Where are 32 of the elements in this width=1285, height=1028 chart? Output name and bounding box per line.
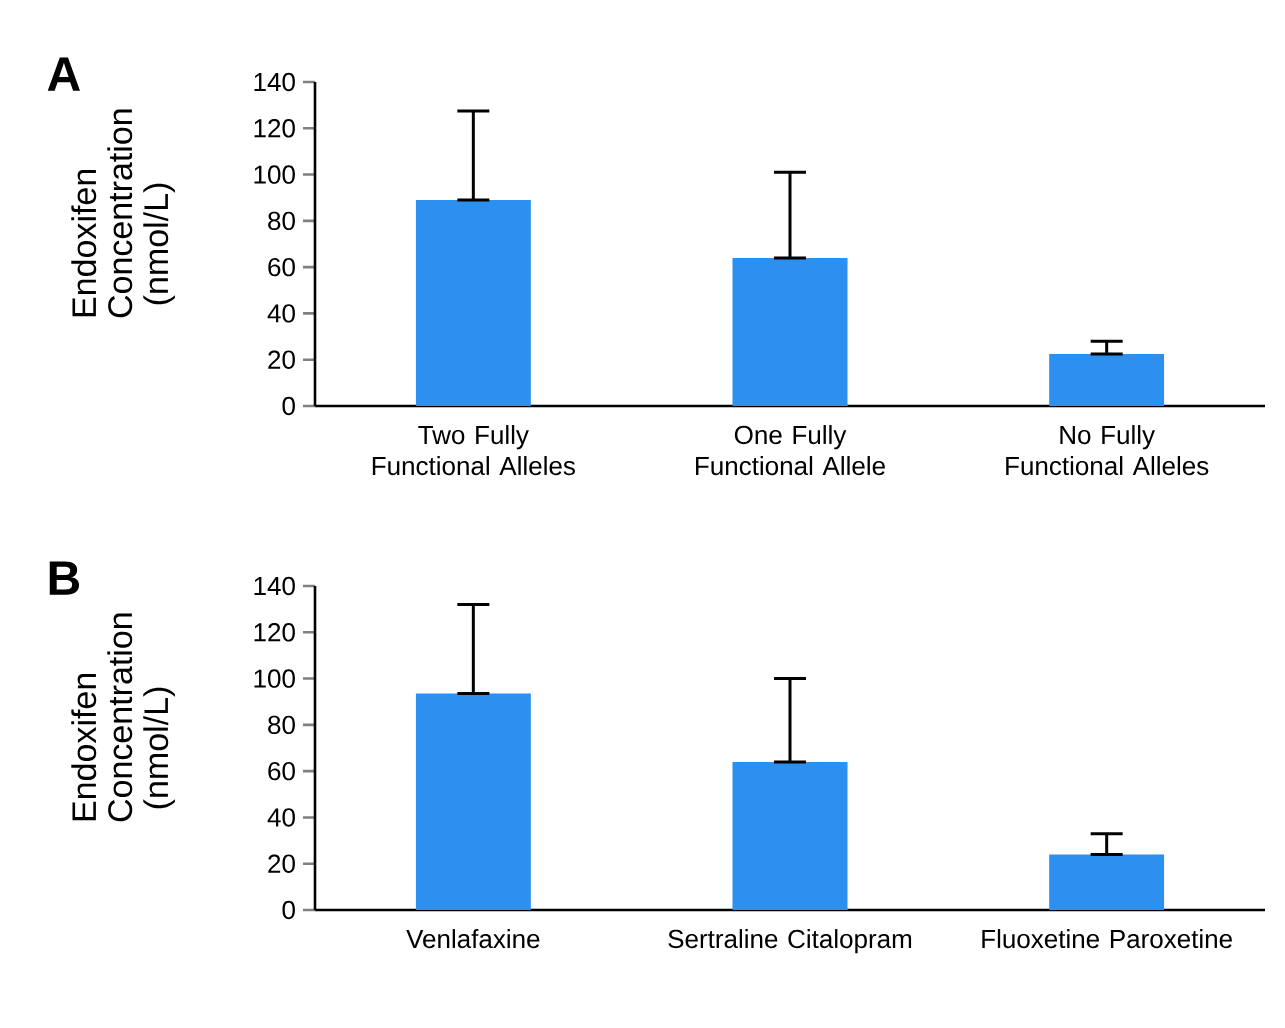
y-tick-label: 60 — [268, 257, 295, 277]
x-tick-label: Venlafaxine — [406, 929, 540, 949]
x-tick-label: One Fully Functional Allele — [696, 425, 885, 476]
x-tick-label: Sertraline Citalopram — [668, 929, 912, 954]
y-tick-label: 140 — [254, 72, 295, 92]
y-tick-label: 80 — [268, 211, 295, 231]
y-tick-label: 100 — [254, 669, 295, 688]
chart-title: B — [49, 561, 80, 595]
y-tick-label: 120 — [254, 623, 295, 642]
y-tick-label: 20 — [268, 350, 295, 369]
bar — [1049, 353, 1165, 406]
bar — [732, 761, 848, 910]
y-tick-label: 80 — [268, 715, 295, 735]
x-tick-label: No Fully Functional Alleles — [1006, 425, 1209, 476]
y-tick-label: 0 — [282, 396, 295, 416]
bar — [1049, 854, 1165, 910]
y-tick-label: 20 — [268, 854, 295, 873]
chart-title: A — [47, 57, 80, 91]
y-tick-label: 40 — [267, 304, 295, 323]
y-tick-label: 120 — [254, 119, 295, 138]
bar — [415, 693, 531, 910]
y-tick-label: 60 — [268, 761, 295, 781]
y-axis-title: Endoxifen Concentration (nmol/L) — [71, 613, 175, 822]
y-tick-label: 40 — [267, 808, 295, 827]
bar — [732, 257, 848, 406]
y-axis-title: Endoxifen Concentration (nmol/L) — [71, 109, 175, 318]
x-tick-label: Fluoxetine Paroxetine — [982, 929, 1232, 949]
y-tick-label: 0 — [282, 900, 295, 920]
x-tick-label: Two Fully Functional Alleles — [372, 425, 575, 476]
bar — [415, 200, 531, 406]
y-tick-label: 100 — [254, 165, 295, 184]
y-tick-label: 140 — [254, 576, 295, 596]
